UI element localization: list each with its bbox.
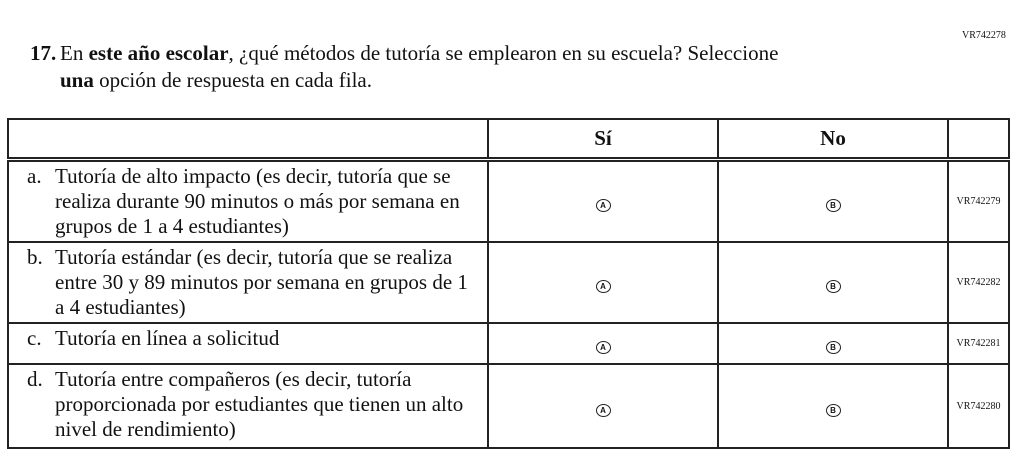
header-row: Sí No	[7, 118, 1010, 162]
option-no-cell: B	[717, 241, 949, 324]
row-code: VR742280	[947, 363, 1010, 449]
item-letter: b.	[27, 245, 43, 269]
question-text: 17. En este año escolar, ¿qué métodos de …	[30, 41, 779, 92]
item-letter: c.	[27, 326, 42, 350]
item-letter: d.	[27, 367, 43, 391]
option-yes-bubble[interactable]: A	[595, 280, 611, 293]
question-code: VR742278	[962, 30, 1006, 41]
option-no-bubble[interactable]: B	[825, 341, 841, 354]
question-number: 17.	[30, 41, 57, 65]
item-cell: a. Tutoría de alto impacto (es decir, tut…	[7, 158, 489, 243]
item-text: Tutoría entre compañeros (es decir, tuto…	[55, 367, 464, 441]
item-cell: c. Tutoría en línea a solicitud	[7, 322, 489, 365]
item-letter: a.	[27, 164, 42, 188]
option-yes-cell: A	[487, 241, 719, 324]
option-no-bubble[interactable]: B	[825, 280, 841, 293]
header-no: No	[717, 118, 949, 162]
option-yes-bubble[interactable]: A	[595, 403, 611, 417]
item-text: Tutoría estándar (es decir, tutoría que …	[55, 245, 468, 319]
option-no-cell: B	[717, 322, 949, 365]
option-yes-cell: A	[487, 158, 719, 243]
option-no-bubble[interactable]: B	[825, 403, 841, 417]
item-cell: d. Tutoría entre compañeros (es decir, tu…	[7, 363, 489, 449]
option-no-bubble[interactable]: B	[825, 199, 841, 212]
header-code	[947, 118, 1010, 162]
option-no-cell: B	[717, 363, 949, 449]
option-yes-cell: A	[487, 322, 719, 365]
item-text: Tutoría en línea a solicitud	[55, 326, 280, 350]
header-yes: Sí	[487, 118, 719, 162]
item-cell: b. Tutoría estándar (es decir, tutoría qu…	[7, 241, 489, 324]
row-code: VR742281	[947, 322, 1010, 365]
header-item	[7, 118, 489, 162]
table-row: b. Tutoría estándar (es decir, tutoría qu…	[7, 241, 1010, 324]
table-row: a. Tutoría de alto impacto (es decir, tut…	[7, 158, 1010, 243]
row-code: VR742279	[947, 158, 1010, 243]
table-row: d. Tutoría entre compañeros (es decir, tu…	[7, 363, 1010, 449]
option-yes-bubble[interactable]: A	[595, 341, 611, 354]
option-no-cell: B	[717, 158, 949, 243]
option-yes-bubble[interactable]: A	[595, 199, 611, 212]
row-code: VR742282	[947, 241, 1010, 324]
table-row: c. Tutoría en línea a solicitud A B VR742…	[7, 322, 1010, 365]
item-text: Tutoría de alto impacto (es decir, tutor…	[55, 164, 460, 238]
response-table: Sí No a. Tutoría de alto impacto (es deci…	[7, 118, 1010, 449]
option-yes-cell: A	[487, 363, 719, 449]
